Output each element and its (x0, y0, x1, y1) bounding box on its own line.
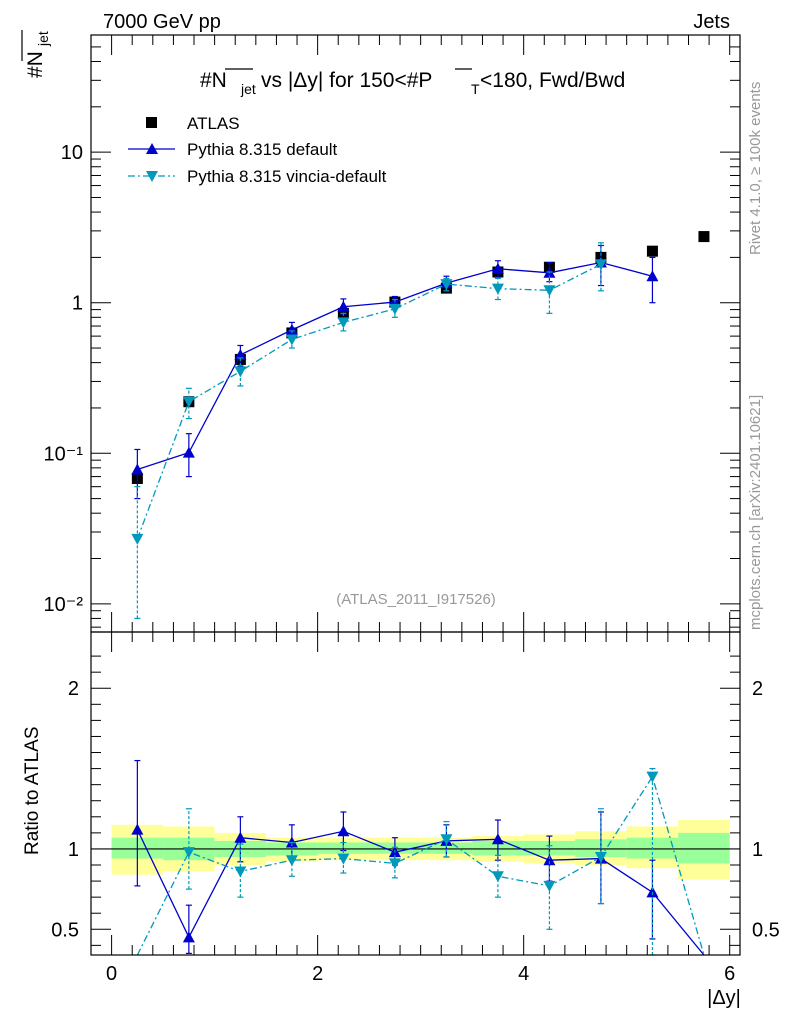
legend-marker-vincia (146, 171, 158, 182)
default-data-point (131, 463, 144, 475)
default-data-point (646, 270, 659, 282)
ratio-vincia-point (646, 771, 659, 783)
ratio-vincia-point (337, 853, 350, 865)
xtick-label: 0 (106, 963, 117, 985)
xtick-label: 4 (518, 963, 529, 985)
vincia-data-point (182, 396, 195, 408)
ratio-default-point (131, 823, 144, 835)
ratio-vincia-point (594, 851, 607, 863)
rivet-version-label: Rivet 4.1.0, ≥ 100k events (747, 82, 764, 255)
legend-label-atlas: ATLAS (187, 114, 240, 133)
ratio-default-point (182, 931, 195, 943)
ratio-ytick-label-right: 2 (752, 678, 763, 700)
main-title: #N jet vs |Δy| for 150<#P T <180, Fwd/Bw… (200, 68, 625, 97)
ratio-ytick-label-right: 0.5 (752, 919, 780, 941)
atlas-data-point (698, 231, 710, 243)
ratio-vincia-point (491, 871, 504, 883)
vincia-data-point (543, 285, 556, 297)
header-energy: 7000 GeV pp (103, 11, 221, 33)
vincia-data-point (131, 533, 144, 545)
ratio-default-line (136, 829, 705, 955)
legend: ATLAS Pythia 8.315 default Pythia 8.315 … (128, 114, 387, 186)
vincia-data-point (285, 334, 298, 346)
ratio-ytick-label-left: 1 (68, 839, 79, 861)
legend-marker-atlas (146, 117, 157, 128)
ratio-vincia-point (234, 866, 247, 878)
ratio-vincia-point (182, 847, 195, 859)
main-ytick-label: 1 (72, 293, 83, 315)
ratio-frame (90, 631, 741, 956)
vincia-data-point (388, 303, 401, 315)
ratio-vincia-point (440, 834, 453, 846)
svg-text:jet: jet (240, 81, 256, 97)
xtick-label: 2 (312, 963, 323, 985)
vincia-data-point (594, 259, 607, 271)
default-data-point (182, 446, 195, 458)
svg-text:#N: #N (24, 51, 47, 78)
axis-ticks: 10⁻² 10⁻¹ 1 10 0.5 0.5 1 1 2 2 0 2 4 6 (44, 34, 780, 985)
vincia-data-point (234, 366, 247, 378)
vincia-data-point (491, 283, 504, 295)
svg-text:jet: jet (35, 31, 51, 47)
ratio-vincia-point (388, 858, 401, 870)
default-series-line (137, 261, 653, 471)
default-data-point (491, 262, 504, 274)
vincia-series-line (136, 263, 602, 540)
analysis-watermark: (ATLAS_2011_I917526) (336, 591, 496, 608)
main-ylabel: #N jet (21, 30, 51, 78)
svg-text:vs |Δy| for 150<#P: vs |Δy| for 150<#P (261, 69, 432, 92)
xtick-label: 6 (724, 963, 735, 985)
green-band-bin (678, 832, 730, 864)
ratio-default-point (543, 854, 556, 866)
x-axis-label: |Δy| (707, 987, 741, 1009)
ratio-default-point (234, 831, 247, 843)
header-process: Jets (693, 11, 730, 33)
legend-label-vincia: Pythia 8.315 vincia-default (187, 167, 387, 186)
svg-text:<180, Fwd/Bwd: <180, Fwd/Bwd (480, 69, 625, 92)
main-ytick-label: 10 (61, 142, 83, 164)
main-panel-data (131, 231, 710, 620)
ratio-default-point (491, 833, 504, 845)
svg-text:#N: #N (200, 69, 227, 92)
default-data-point (337, 300, 350, 312)
ratio-ytick-label-right: 1 (752, 839, 763, 861)
vincia-data-point (440, 279, 453, 291)
legend-label-default: Pythia 8.315 default (187, 140, 338, 159)
atlas-data-point (646, 245, 658, 257)
ratio-vincia-point (285, 855, 298, 867)
main-ytick-label: 10⁻¹ (44, 443, 84, 465)
mcplots-label: mcplots.cern.ch [arXiv:2401.10621] (747, 395, 764, 630)
ratio-vincia-point (543, 880, 556, 892)
ratio-ylabel: Ratio to ATLAS (22, 727, 43, 856)
ratio-default-point (337, 825, 350, 837)
ratio-vincia-line (136, 775, 705, 955)
legend-marker-default (146, 143, 158, 154)
ratio-default-point (646, 886, 659, 898)
vincia-data-point (337, 317, 350, 329)
ratio-ytick-label-left: 0.5 (51, 919, 79, 941)
svg-text:T: T (471, 81, 480, 97)
main-ytick-label: 10⁻² (44, 594, 84, 616)
default-data-point (234, 348, 247, 360)
ratio-panel-data (131, 759, 705, 956)
default-data-point (285, 323, 298, 335)
ratio-ytick-label-left: 2 (68, 678, 79, 700)
